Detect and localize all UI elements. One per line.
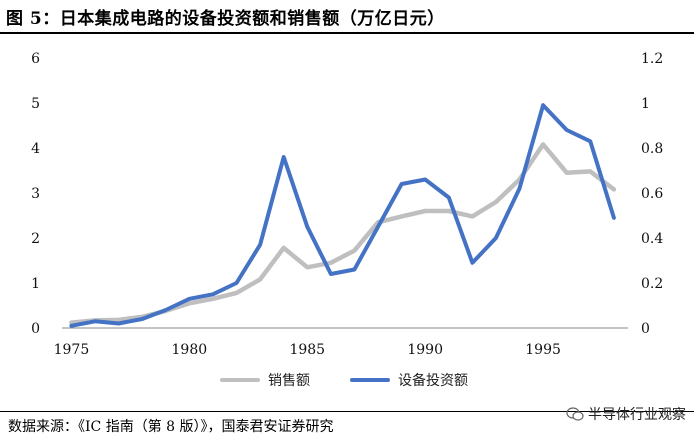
x-axis: 1975 1980 1985 1990 1995 [54, 342, 561, 358]
series-line-sales [69, 142, 617, 325]
chart-title: 图 5：日本集成电路的设备投资额和销售额（万亿日元） [6, 9, 445, 29]
right-y-tick-label: 0.8 [641, 141, 663, 157]
series-layer [69, 103, 617, 328]
x-tick-label: 1985 [289, 342, 325, 358]
left-y-tick-label: 0 [31, 321, 40, 337]
x-tick-label: 1995 [525, 342, 561, 358]
right-y-axis: 0 0.2 0.4 0.6 0.8 1 1.2 [641, 51, 663, 337]
right-y-tick-label: 1.2 [641, 51, 663, 67]
x-tick-label: 1990 [407, 342, 443, 358]
x-tick-label: 1975 [54, 342, 90, 358]
right-y-tick-label: 0 [641, 321, 650, 337]
watermark-text: 半导体行业观察 [588, 407, 686, 423]
right-y-tick-label: 1 [641, 96, 650, 112]
left-y-tick-label: 3 [31, 186, 40, 202]
left-y-tick-label: 2 [31, 231, 40, 247]
left-y-tick-label: 6 [31, 51, 40, 67]
legend-label-sales: 销售额 [268, 373, 310, 389]
wechat-icon [566, 407, 584, 421]
source-divider [0, 411, 694, 412]
source-note: 数据来源：《IC 指南（第 8 版）》，国泰君安证券研究 [8, 419, 334, 435]
x-tick-label: 1980 [172, 342, 208, 358]
left-y-axis: 0 1 2 3 4 5 6 [31, 51, 40, 337]
right-y-tick-label: 0.6 [641, 186, 663, 202]
left-y-tick-label: 5 [31, 96, 40, 112]
title-divider [0, 32, 694, 34]
chart-legend: 销售额 设备投资额 [220, 372, 468, 389]
right-y-tick-label: 0.4 [641, 231, 663, 247]
series-line-equipment-investment [69, 103, 616, 328]
right-y-tick-label: 0.2 [641, 276, 663, 292]
watermark: 半导体行业观察 [566, 404, 686, 424]
legend-label-equipment-investment: 设备投资额 [398, 372, 468, 389]
left-y-tick-label: 4 [31, 141, 40, 157]
left-y-tick-label: 1 [31, 276, 40, 292]
